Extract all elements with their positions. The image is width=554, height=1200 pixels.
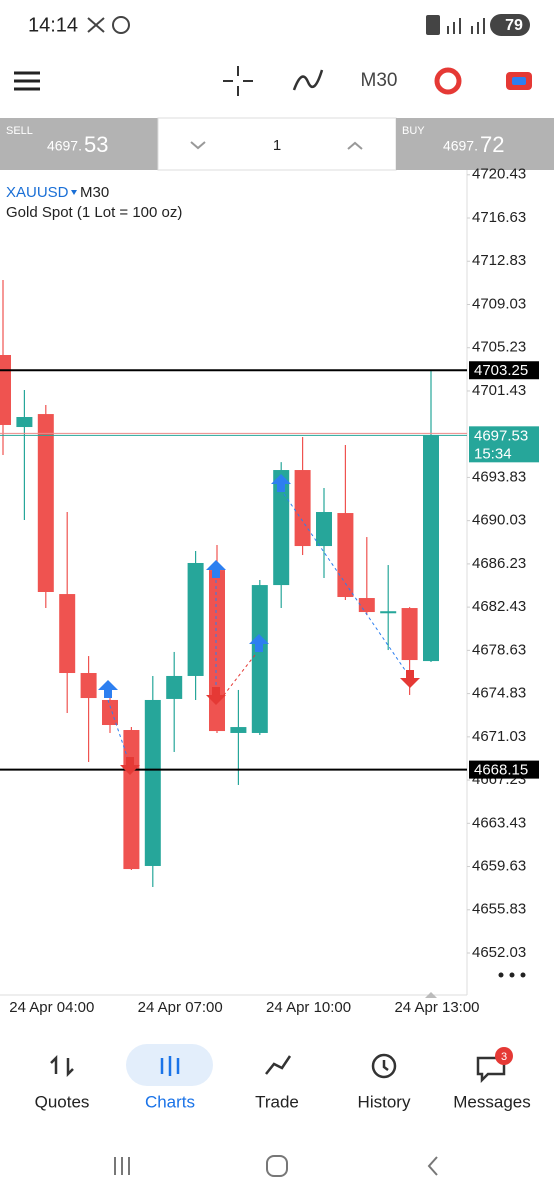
- volume-up[interactable]: [347, 141, 363, 150]
- x-tick-label: 24 Apr 04:00: [9, 999, 94, 1016]
- bid-label: 4697.53: [474, 427, 528, 444]
- axes: 4720.43 4716.63 4712.83 4709.03 4705.23 4701.…: [9, 166, 539, 1016]
- x-tick-label: 24 Apr 13:00: [394, 999, 479, 1016]
- system-nav: [114, 1155, 438, 1177]
- candle-body: [16, 417, 33, 428]
- symbol-dropdown[interactable]: [71, 190, 77, 195]
- volume-down[interactable]: [190, 141, 206, 150]
- candle-body: [294, 470, 311, 547]
- sell-button[interactable]: [0, 118, 158, 170]
- candle-body: [423, 434, 439, 662]
- candle-body: [209, 570, 225, 732]
- bottom-nav: Quotes Charts Trade History Messages: [35, 1092, 531, 1111]
- candle-body: [230, 727, 247, 733]
- y-tick-label: 4671.03: [472, 728, 526, 745]
- messages-badge-count: 3: [501, 1051, 507, 1063]
- battery-level: 79: [505, 17, 523, 34]
- candle-body: [251, 585, 268, 733]
- sell-price-big: 53: [84, 132, 108, 157]
- y-tick-label: 4686.23: [472, 555, 526, 572]
- candle-body: [37, 414, 54, 593]
- y-tick-label: 4652.03: [472, 944, 526, 961]
- status-icons: [87, 16, 485, 34]
- candle-body: [316, 512, 332, 547]
- candle-body: [80, 673, 97, 699]
- nav-tab[interactable]: Charts: [145, 1092, 195, 1111]
- buy-price-big: 72: [480, 132, 504, 157]
- price-line-label: 4703.25: [474, 362, 528, 379]
- countdown: 15:34: [474, 445, 512, 462]
- candle-body: [358, 598, 375, 613]
- nav-tab[interactable]: Trade: [255, 1092, 299, 1111]
- crosshair-button[interactable]: [223, 66, 253, 96]
- candle-body: [401, 608, 418, 661]
- y-tick-label: 4655.83: [472, 901, 526, 918]
- y-tick-label: 4678.63: [472, 641, 526, 658]
- y-tick-label: 4716.63: [472, 209, 526, 226]
- x-tick-label: 24 Apr 07:00: [138, 999, 223, 1016]
- timeframe-button[interactable]: M30: [361, 70, 398, 91]
- nav-tab[interactable]: Quotes: [35, 1092, 90, 1111]
- y-tick-label: 4659.63: [472, 858, 526, 875]
- messages-badge: [495, 1047, 513, 1065]
- candle-body: [123, 730, 140, 870]
- chart-timeframe: M30: [80, 184, 109, 201]
- candle-body: [273, 470, 290, 586]
- bid-label-box: [469, 426, 539, 463]
- nav-tab[interactable]: Messages: [453, 1092, 530, 1111]
- sell-label: SELL: [6, 125, 33, 137]
- sell-price-prefix: 4697.: [47, 138, 82, 154]
- trade-button[interactable]: [434, 67, 462, 95]
- menu-button[interactable]: [14, 71, 40, 91]
- y-tick-label: 4674.83: [472, 685, 526, 702]
- indicators-button[interactable]: [292, 69, 324, 91]
- clock: 14:14: [28, 14, 78, 36]
- candle-body: [187, 562, 204, 676]
- y-tick-label: 4682.43: [472, 598, 526, 615]
- y-tick-label: 4720.43: [472, 166, 526, 183]
- y-tick-label: 4663.43: [472, 814, 526, 831]
- y-tick-label: 4693.83: [472, 468, 526, 485]
- y-tick-label: 4705.23: [472, 339, 526, 356]
- candle-body: [102, 699, 118, 726]
- candle-body: [0, 355, 11, 425]
- y-tick-label: 4690.03: [472, 512, 526, 529]
- battery: [490, 14, 530, 36]
- price-line-label-box: [469, 760, 539, 779]
- volume[interactable]: 1: [273, 137, 281, 154]
- chart-subtitle: Gold Spot (1 Lot = 100 oz): [6, 204, 182, 221]
- candle-body: [59, 594, 76, 674]
- candle-body: [144, 699, 161, 866]
- x-tick-label: 24 Apr 10:00: [266, 999, 351, 1016]
- y-tick-label: 4701.43: [472, 382, 526, 399]
- y-tick-label: 4709.03: [472, 295, 526, 312]
- plot: [0, 280, 467, 888]
- buy-label: BUY: [402, 125, 425, 137]
- buy-price-prefix: 4697.: [443, 138, 478, 154]
- candle-body: [166, 675, 183, 699]
- price-line-label-box: [469, 361, 539, 380]
- price-line-label: 4668.15: [474, 762, 528, 779]
- y-tick-label: 4712.83: [472, 252, 526, 269]
- more-button[interactable]: [498, 972, 526, 978]
- symbol[interactable]: XAUUSD: [6, 184, 69, 201]
- 5g-icon: [426, 15, 440, 35]
- trade-markers: [98, 474, 420, 775]
- nav-tab[interactable]: History: [358, 1092, 411, 1111]
- buy-button[interactable]: [396, 118, 554, 170]
- scroll-marker: [425, 992, 437, 998]
- candle-body: [380, 611, 397, 614]
- candle-body: [337, 513, 354, 598]
